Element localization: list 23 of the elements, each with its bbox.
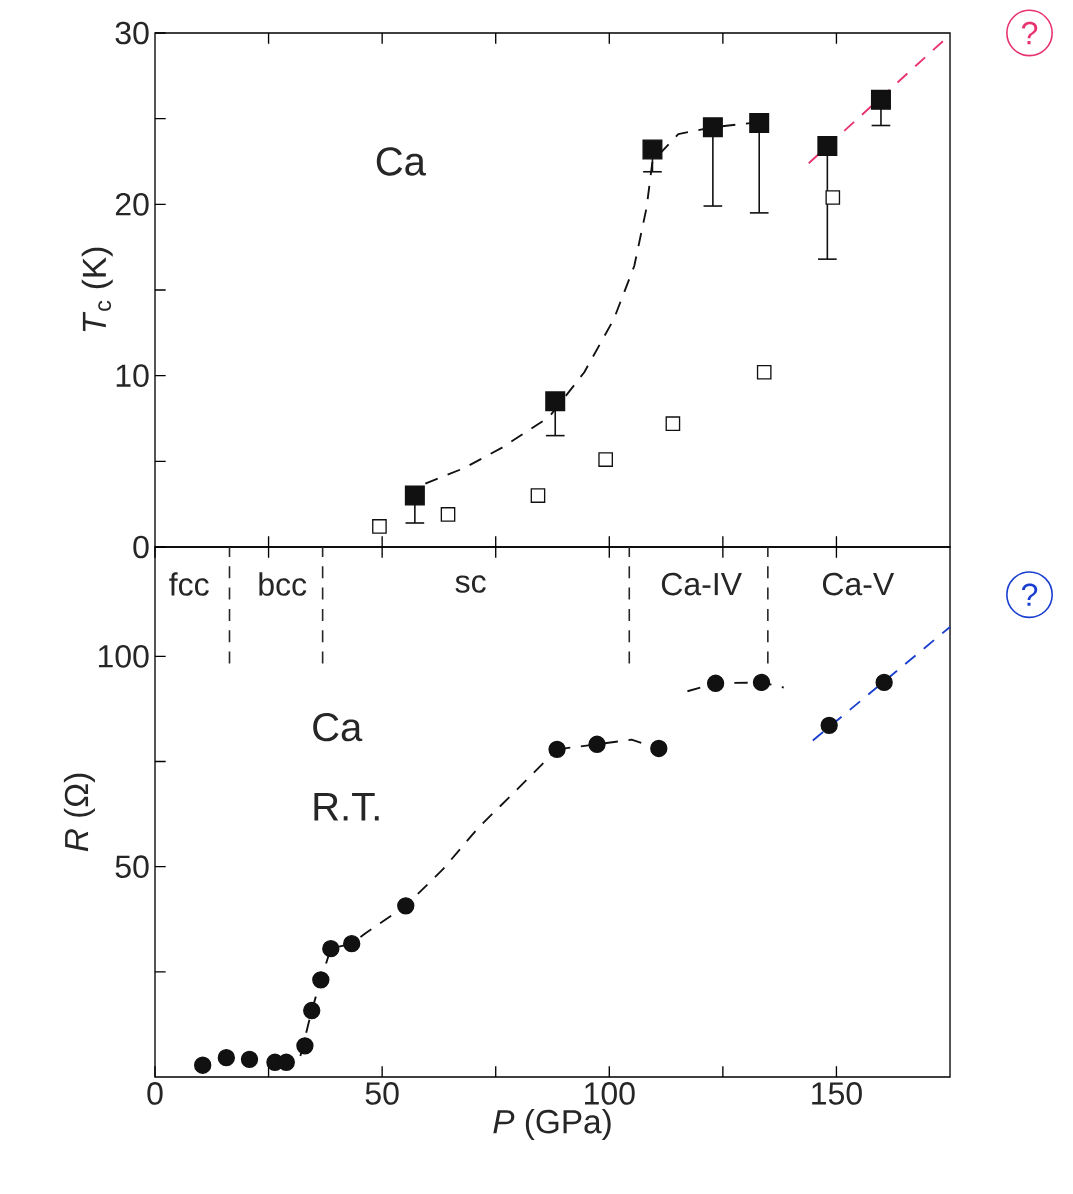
y-tick-label: 10 xyxy=(116,364,149,387)
x-axis-title: P (GPa) xyxy=(493,1108,611,1141)
annotation: sc xyxy=(455,575,486,593)
x-tick-label: 0 xyxy=(147,1082,163,1105)
text: ? xyxy=(1021,21,1038,45)
y-tick-label: 30 xyxy=(115,21,149,45)
x-tick-label: 50 xyxy=(365,1082,399,1105)
y-axis-title: T$_{c}$ (K) xyxy=(81,247,113,332)
y-axis-title: R (Ω) xyxy=(63,773,95,852)
annotation: Ca-V xyxy=(822,572,895,596)
annotation: Ca xyxy=(313,713,363,742)
x-tick-label: 150 xyxy=(812,1082,862,1105)
annotation: bcc xyxy=(259,572,307,596)
text: ? xyxy=(1021,583,1038,606)
annotation: Ca xyxy=(376,147,426,176)
x-tick-label: 100 xyxy=(585,1082,635,1105)
y-tick-label: 20 xyxy=(115,193,149,216)
y-tick-label: 100 xyxy=(98,645,149,668)
annotation: fcc xyxy=(169,572,209,596)
y-tick-label: 50 xyxy=(115,855,149,879)
annotation: Ca-IV xyxy=(661,572,742,596)
annotation: R.T. xyxy=(314,792,379,821)
y-tick-label: 0 xyxy=(133,535,149,559)
